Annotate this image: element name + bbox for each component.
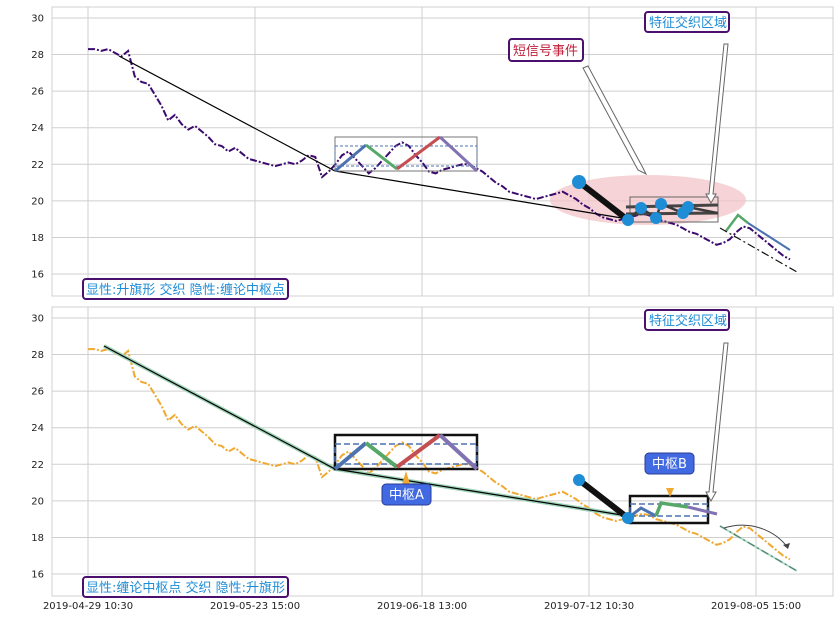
top-feature-zone-arrow xyxy=(705,43,729,205)
top-leg-red xyxy=(396,135,441,171)
bottom-y-tick-label: 24 xyxy=(31,423,44,434)
bottom-y-tick-labels: 16 18 20 22 24 26 28 30 xyxy=(31,313,44,580)
top-projection-dashdot xyxy=(719,227,798,273)
bottom-feature-zone-frame xyxy=(644,309,730,331)
bottom-pivot-b-label: 中枢B xyxy=(652,457,687,472)
bottom-leg-green xyxy=(364,441,399,469)
top-pivot-box-inner xyxy=(334,145,478,167)
top-panel xyxy=(51,6,834,297)
top-y-tick-labels: 16 18 20 22 24 26 28 30 xyxy=(31,13,44,280)
top-marker-1 xyxy=(572,175,586,189)
top-projection-green xyxy=(725,213,749,232)
top-marker-5 xyxy=(655,198,667,210)
top-y-tick-label: 24 xyxy=(31,123,44,134)
bottom-panel xyxy=(51,306,834,597)
x-tick-label: 2019-05-23 15:00 xyxy=(210,601,300,612)
bottom-leg-blue xyxy=(333,441,368,471)
top-feature-zone-label: 特征交织区域 xyxy=(649,15,727,31)
top-box-label: 显性:升旗形 交织 隐性:缠论中枢点 xyxy=(86,282,285,298)
bottom-feature-zone-label: 特征交织区域 xyxy=(649,313,727,329)
top-leg-blue xyxy=(334,143,367,173)
bottom-cluster-green xyxy=(654,501,689,517)
top-short-signal-label: 短信号事件 xyxy=(513,44,578,59)
bottom-cluster-purple xyxy=(687,505,718,516)
bottom-box-label: 显性:缠论中枢点 交织 隐性:升旗形 xyxy=(86,580,285,596)
bottom-marker-1 xyxy=(573,474,585,486)
bottom-signal-thick-line xyxy=(577,477,630,521)
top-marker-2 xyxy=(622,214,634,226)
x-tick-label: 2019-04-29 10:30 xyxy=(43,601,133,612)
bottom-y-tick-label: 16 xyxy=(31,570,44,581)
top-marker-3 xyxy=(635,202,647,214)
top-y-tick-label: 22 xyxy=(31,160,44,171)
top-cluster-box xyxy=(629,196,719,223)
top-y-tick-label: 18 xyxy=(31,233,44,244)
top-leg-green xyxy=(365,143,398,171)
bottom-marker-2 xyxy=(622,512,634,524)
bottom-pivot-a-pointer xyxy=(402,471,410,484)
bottom-y-tick-label: 18 xyxy=(31,533,44,544)
top-y-tick-label: 16 xyxy=(31,270,44,281)
bottom-y-tick-label: 22 xyxy=(31,460,44,471)
bottom-y-tick-label: 28 xyxy=(31,350,44,361)
bottom-pivot-a-callout xyxy=(381,483,432,506)
top-y-tick-label: 20 xyxy=(31,196,44,207)
top-y-tick-label: 30 xyxy=(31,13,44,24)
bottom-y-tick-label: 30 xyxy=(31,313,44,324)
top-y-tick-label: 26 xyxy=(31,87,44,98)
top-leg-purple xyxy=(438,135,479,173)
top-box-label-frame xyxy=(82,278,289,300)
bottom-box-label-frame xyxy=(82,576,289,598)
bottom-pivot-b-pointer xyxy=(666,488,674,497)
x-tick-labels: 2019-04-29 10:30 2019-05-23 15:00 2019-06-… xyxy=(43,601,801,612)
bottom-pivot-a-label: 中枢A xyxy=(389,488,424,503)
x-tick-label: 2019-06-18 13:00 xyxy=(377,601,467,612)
bottom-projection-curve-arrow xyxy=(723,524,789,549)
bottom-feature-zone-arrow xyxy=(705,342,729,503)
bottom-y-tick-label: 20 xyxy=(31,496,44,507)
bottom-pivot-b-callout xyxy=(644,452,695,475)
bottom-projection-arrowhead xyxy=(783,543,790,549)
top-marker-7 xyxy=(682,201,694,213)
top-marker-4 xyxy=(650,212,662,224)
top-projection-blue xyxy=(747,222,791,251)
top-y-tick-label: 28 xyxy=(31,50,44,61)
top-short-signal-frame xyxy=(508,38,584,62)
top-short-signal-arrow xyxy=(582,65,648,176)
top-price-series-line xyxy=(88,48,791,261)
bottom-y-tick-label: 26 xyxy=(31,387,44,398)
bottom-projection-halo xyxy=(719,525,798,572)
top-signal-thick-line xyxy=(577,179,630,223)
x-tick-label: 2019-07-12 10:30 xyxy=(544,601,634,612)
x-tick-label: 2019-08-05 15:00 xyxy=(711,601,801,612)
bottom-leg-red xyxy=(395,433,442,469)
top-feature-zone-frame xyxy=(644,11,730,33)
bottom-leg-purple xyxy=(438,433,479,471)
